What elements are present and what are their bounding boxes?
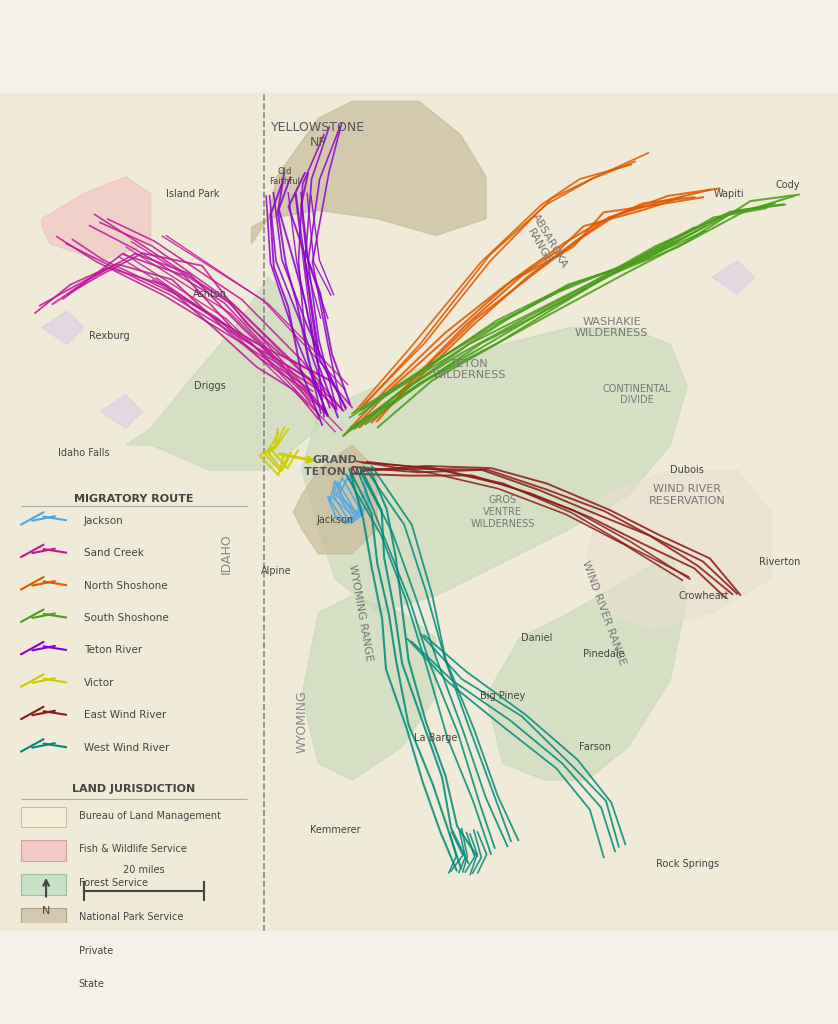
Text: GROS
VENTRE
WILDERNESS: GROS VENTRE WILDERNESS <box>471 496 535 528</box>
Text: Idaho Falls: Idaho Falls <box>58 449 110 459</box>
Polygon shape <box>42 311 84 344</box>
Polygon shape <box>42 177 151 260</box>
Text: Farson: Farson <box>579 741 611 752</box>
Text: Pinedale: Pinedale <box>582 649 624 659</box>
Polygon shape <box>302 328 687 612</box>
Text: Kemmerer: Kemmerer <box>310 825 360 836</box>
Text: WYOMING: WYOMING <box>295 690 308 753</box>
Text: Crowheart: Crowheart <box>679 591 729 601</box>
Polygon shape <box>302 596 436 780</box>
Text: Ashton: Ashton <box>193 289 226 299</box>
Text: YELLOWSTONE
NP: YELLOWSTONE NP <box>272 121 365 148</box>
Text: La Barge: La Barge <box>414 733 458 743</box>
Polygon shape <box>251 101 486 244</box>
Polygon shape <box>486 554 687 780</box>
Text: Wapiti: Wapiti <box>714 188 744 199</box>
Text: WIND RIVER
RESERVATION: WIND RIVER RESERVATION <box>649 484 726 506</box>
Text: Dubois: Dubois <box>670 465 704 475</box>
Text: ABSAROKA
RANGE: ABSAROKA RANGE <box>520 212 569 275</box>
Text: TETON
WILDERNESS: TETON WILDERNESS <box>432 358 506 380</box>
Text: Jackson: Jackson <box>317 515 354 525</box>
Text: Riverton: Riverton <box>758 557 800 567</box>
Text: Alpine: Alpine <box>261 565 292 575</box>
Text: WASHAKIE
WILDERNESS: WASHAKIE WILDERNESS <box>575 316 649 339</box>
Text: Cody: Cody <box>775 180 800 190</box>
Text: Daniel: Daniel <box>520 633 552 643</box>
Text: Rock Springs: Rock Springs <box>655 859 719 869</box>
Text: CONTINENTAL
DIVIDE: CONTINENTAL DIVIDE <box>603 384 671 406</box>
Polygon shape <box>293 445 377 554</box>
Text: Big Piney: Big Piney <box>480 691 525 701</box>
Polygon shape <box>712 260 754 294</box>
Polygon shape <box>587 470 771 630</box>
Text: Island Park: Island Park <box>166 188 220 199</box>
Text: WIND RIVER RANGE: WIND RIVER RANGE <box>580 559 627 667</box>
Polygon shape <box>101 394 142 428</box>
Text: IDAHO: IDAHO <box>220 534 233 574</box>
Text: Old
Faithful: Old Faithful <box>270 167 300 186</box>
Text: WYOMING RANGE: WYOMING RANGE <box>347 563 374 662</box>
Text: Driggs: Driggs <box>194 381 225 391</box>
Text: Rexburg: Rexburg <box>89 331 129 341</box>
Text: GRAND
TETON NP: GRAND TETON NP <box>303 455 367 477</box>
Polygon shape <box>126 278 318 470</box>
